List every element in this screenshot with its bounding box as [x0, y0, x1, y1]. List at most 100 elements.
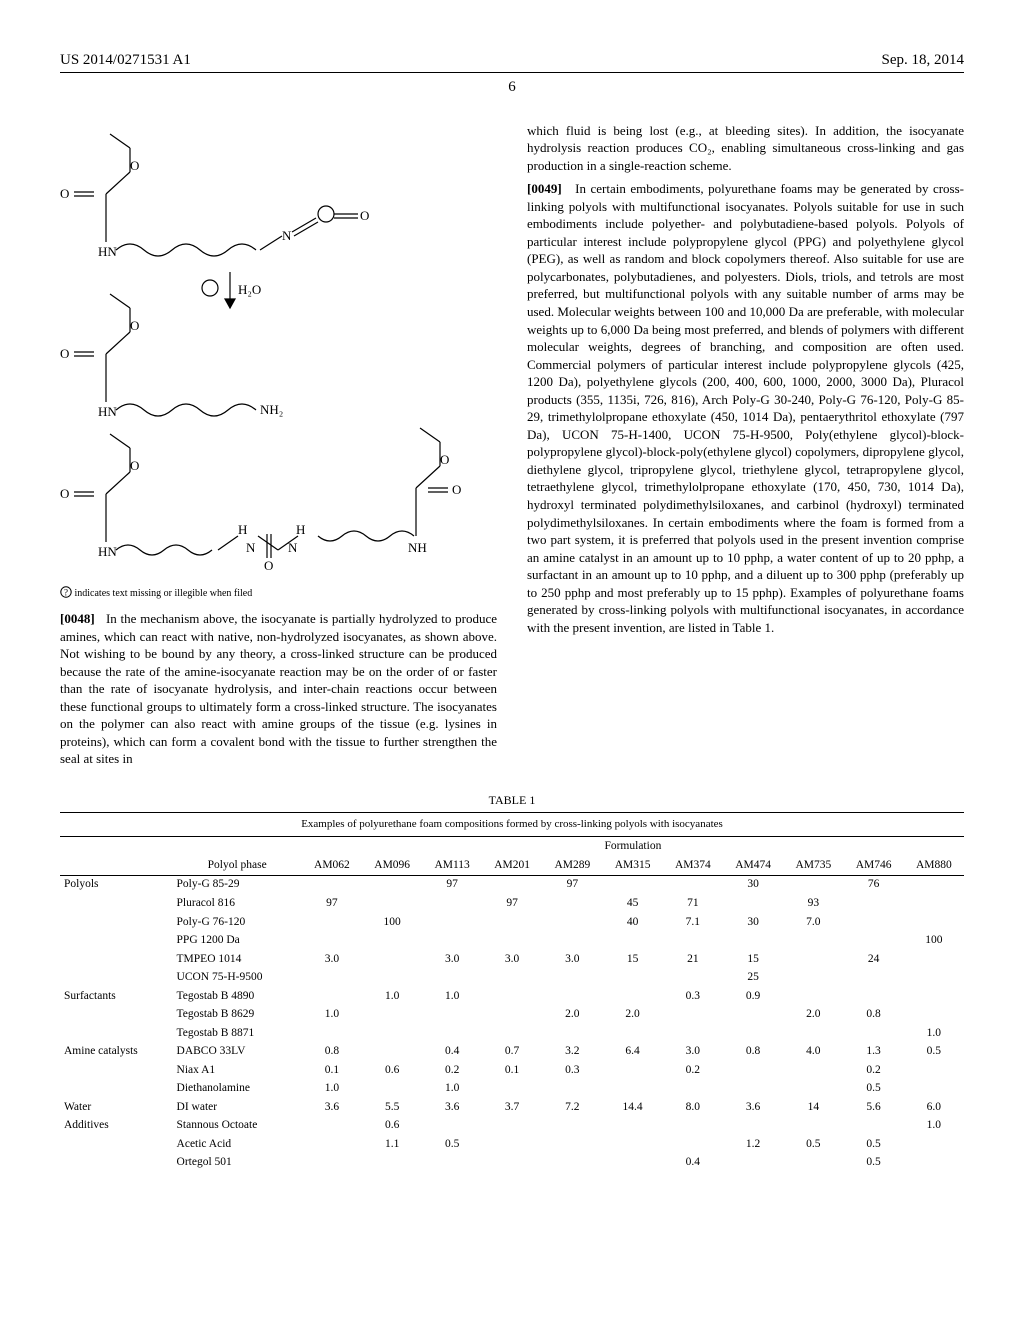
- group-label: [60, 1080, 173, 1099]
- formulation-header: Formulation: [302, 836, 964, 856]
- table-row: SurfactantsTegostab B 48901.01.00.30.9: [60, 987, 964, 1006]
- cell: [362, 1024, 422, 1043]
- cell: 71: [663, 895, 723, 914]
- cell: [602, 1080, 662, 1099]
- cell: [542, 969, 602, 988]
- cell: [542, 1080, 602, 1099]
- cell: 2.0: [542, 1006, 602, 1025]
- cell: [663, 1080, 723, 1099]
- cell: [783, 1154, 843, 1173]
- row-label: Poly-G 85-29: [173, 875, 302, 894]
- row-label: TMPEO 1014: [173, 950, 302, 969]
- group-label: [60, 1061, 173, 1080]
- cell: [422, 1024, 482, 1043]
- cell: 1.0: [904, 1024, 964, 1043]
- table-row: Niax A10.10.60.20.10.30.20.2: [60, 1061, 964, 1080]
- cell: 0.2: [843, 1061, 903, 1080]
- group-label: [60, 969, 173, 988]
- cell: 0.4: [663, 1154, 723, 1173]
- table-row: Diethanolamine1.01.00.5: [60, 1080, 964, 1099]
- label-O-upper2: O: [130, 318, 139, 333]
- cell: 3.0: [663, 1043, 723, 1062]
- table-row: Acetic Acid1.10.51.20.50.5: [60, 1135, 964, 1154]
- table-row: UCON 75-H-9500 25: [60, 969, 964, 988]
- chemistry-footnote: ? indicates text missing or illegible wh…: [60, 586, 497, 601]
- cell: [602, 987, 662, 1006]
- cell: 0.9: [723, 987, 783, 1006]
- cell: 0.6: [362, 1117, 422, 1136]
- table-1-label: TABLE 1: [60, 792, 964, 808]
- group-label: Polyols: [60, 875, 173, 894]
- cell: [422, 913, 482, 932]
- phase-label: Polyol phase: [173, 856, 302, 875]
- cell: [723, 1080, 783, 1099]
- cell: 0.5: [422, 1135, 482, 1154]
- cell: [904, 1006, 964, 1025]
- cell: [843, 1024, 903, 1043]
- label-NHr: NH: [408, 540, 427, 555]
- cell: [663, 1006, 723, 1025]
- cell: 97: [302, 895, 362, 914]
- cell: 0.3: [663, 987, 723, 1006]
- cell: [783, 1117, 843, 1136]
- row-label: Ortegol 501: [173, 1154, 302, 1173]
- col-AM062: AM062: [302, 856, 362, 875]
- cell: [663, 1024, 723, 1043]
- table-1-title: Examples of polyurethane foam compositio…: [60, 813, 964, 837]
- cell: 45: [602, 895, 662, 914]
- left-column: O O HN N O H₂O O O HN NH₂ O O HN H N O: [60, 122, 497, 774]
- cell: [663, 932, 723, 951]
- cell: [362, 1080, 422, 1099]
- cell: 25: [723, 969, 783, 988]
- label-HN3: HN: [98, 544, 117, 559]
- page-number: 6: [60, 77, 964, 97]
- cell: 6.4: [602, 1043, 662, 1062]
- cell: [723, 895, 783, 914]
- page-header: US 2014/0271531 A1 Sep. 18, 2014: [60, 50, 964, 73]
- cell: 1.0: [904, 1117, 964, 1136]
- cell: [602, 1117, 662, 1136]
- cell: 1.0: [362, 987, 422, 1006]
- cell: 0.7: [482, 1043, 542, 1062]
- cell: 3.7: [482, 1098, 542, 1117]
- group-label: [60, 950, 173, 969]
- cell: 30: [723, 875, 783, 894]
- para-0049-text: In certain embodiments, polyurethane foa…: [527, 181, 964, 635]
- group-label: Amine catalysts: [60, 1043, 173, 1062]
- cell: [482, 1135, 542, 1154]
- cell: [302, 969, 362, 988]
- label-HN1: HN: [98, 244, 117, 259]
- col-AM201: AM201: [482, 856, 542, 875]
- cell: 5.5: [362, 1098, 422, 1117]
- cell: 97: [482, 895, 542, 914]
- cell: [723, 1006, 783, 1025]
- row-label: Acetic Acid: [173, 1135, 302, 1154]
- label-O-eq1: O: [60, 186, 69, 201]
- table-row: PPG 1200 Da100: [60, 932, 964, 951]
- group-label: [60, 1024, 173, 1043]
- cell: 14: [783, 1098, 843, 1117]
- col-AM113: AM113: [422, 856, 482, 875]
- cell: 7.2: [542, 1098, 602, 1117]
- row-label: UCON 75-H-9500: [173, 969, 302, 988]
- col-AM315: AM315: [602, 856, 662, 875]
- cell: [904, 987, 964, 1006]
- cell: 0.2: [663, 1061, 723, 1080]
- label-Hleft: H: [238, 522, 247, 537]
- cell: [904, 913, 964, 932]
- table-row: Tegostab B 8871 1.0: [60, 1024, 964, 1043]
- cell: 0.5: [843, 1135, 903, 1154]
- cell: [602, 1135, 662, 1154]
- label-Nright: N: [288, 540, 298, 555]
- label-N: N: [282, 228, 292, 243]
- cell: 30: [723, 913, 783, 932]
- label-Nleft: N: [246, 540, 256, 555]
- para-0048-num: [0048]: [60, 611, 95, 626]
- cell: [482, 987, 542, 1006]
- cell: 24: [843, 950, 903, 969]
- reaction-scheme: O O HN N O H₂O O O HN NH₂ O O HN H N O: [60, 132, 497, 572]
- row-label: Tegostab B 8871: [173, 1024, 302, 1043]
- group-label: Additives: [60, 1117, 173, 1136]
- cell: [482, 932, 542, 951]
- cell: [302, 932, 362, 951]
